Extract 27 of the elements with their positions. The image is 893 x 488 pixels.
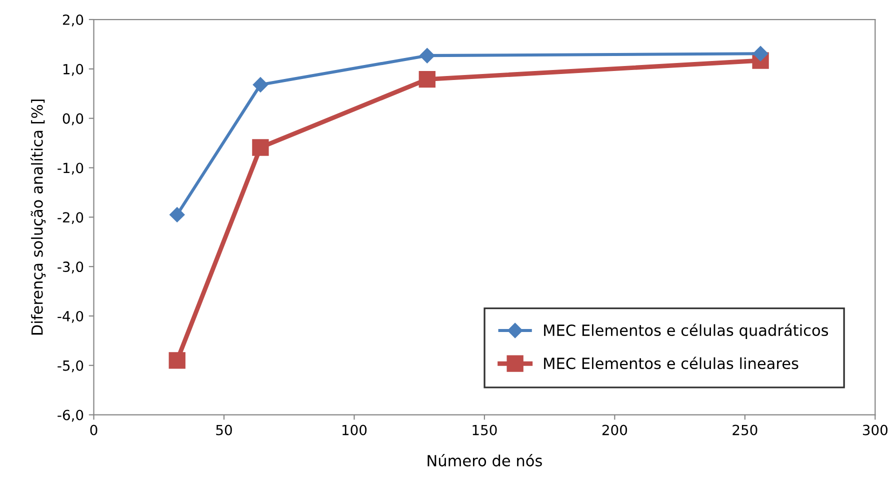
x-tick-label: 300: [862, 424, 888, 436]
x-tick-label: 250: [732, 424, 758, 436]
point: [252, 139, 269, 156]
y-tick-label: -2,0: [58, 212, 84, 224]
y-tick-label: -1,0: [58, 162, 84, 175]
point: [170, 207, 185, 222]
y-tick-label: -4,0: [58, 310, 84, 323]
x-tick-label: 0: [90, 424, 98, 436]
point: [252, 77, 268, 92]
y-tick-label: -6,0: [58, 410, 84, 422]
y-tick-label: -5,0: [58, 360, 84, 372]
x-tick-label: 50: [216, 424, 232, 436]
point: [420, 48, 435, 64]
x-tick-label: 200: [602, 424, 628, 436]
legend-label: MEC Elementos e células quadráticos: [544, 324, 828, 339]
point: [752, 46, 768, 62]
y-tick-label: 1,0: [63, 64, 84, 76]
x-tick-label: 100: [342, 424, 367, 436]
legend-label: MEC Elementos e células lineares: [544, 356, 798, 370]
point: [418, 70, 436, 88]
y-tick-label: -3,0: [58, 262, 84, 274]
y-tick-label: 0,0: [62, 113, 84, 126]
x-tick-label: 150: [472, 424, 497, 436]
y-axis-title: Diferença solução analítica [%]: [30, 100, 46, 335]
y-tick-label: 2,0: [62, 14, 84, 26]
x-axis-title: Número de nós: [428, 454, 542, 466]
point: [168, 352, 186, 369]
